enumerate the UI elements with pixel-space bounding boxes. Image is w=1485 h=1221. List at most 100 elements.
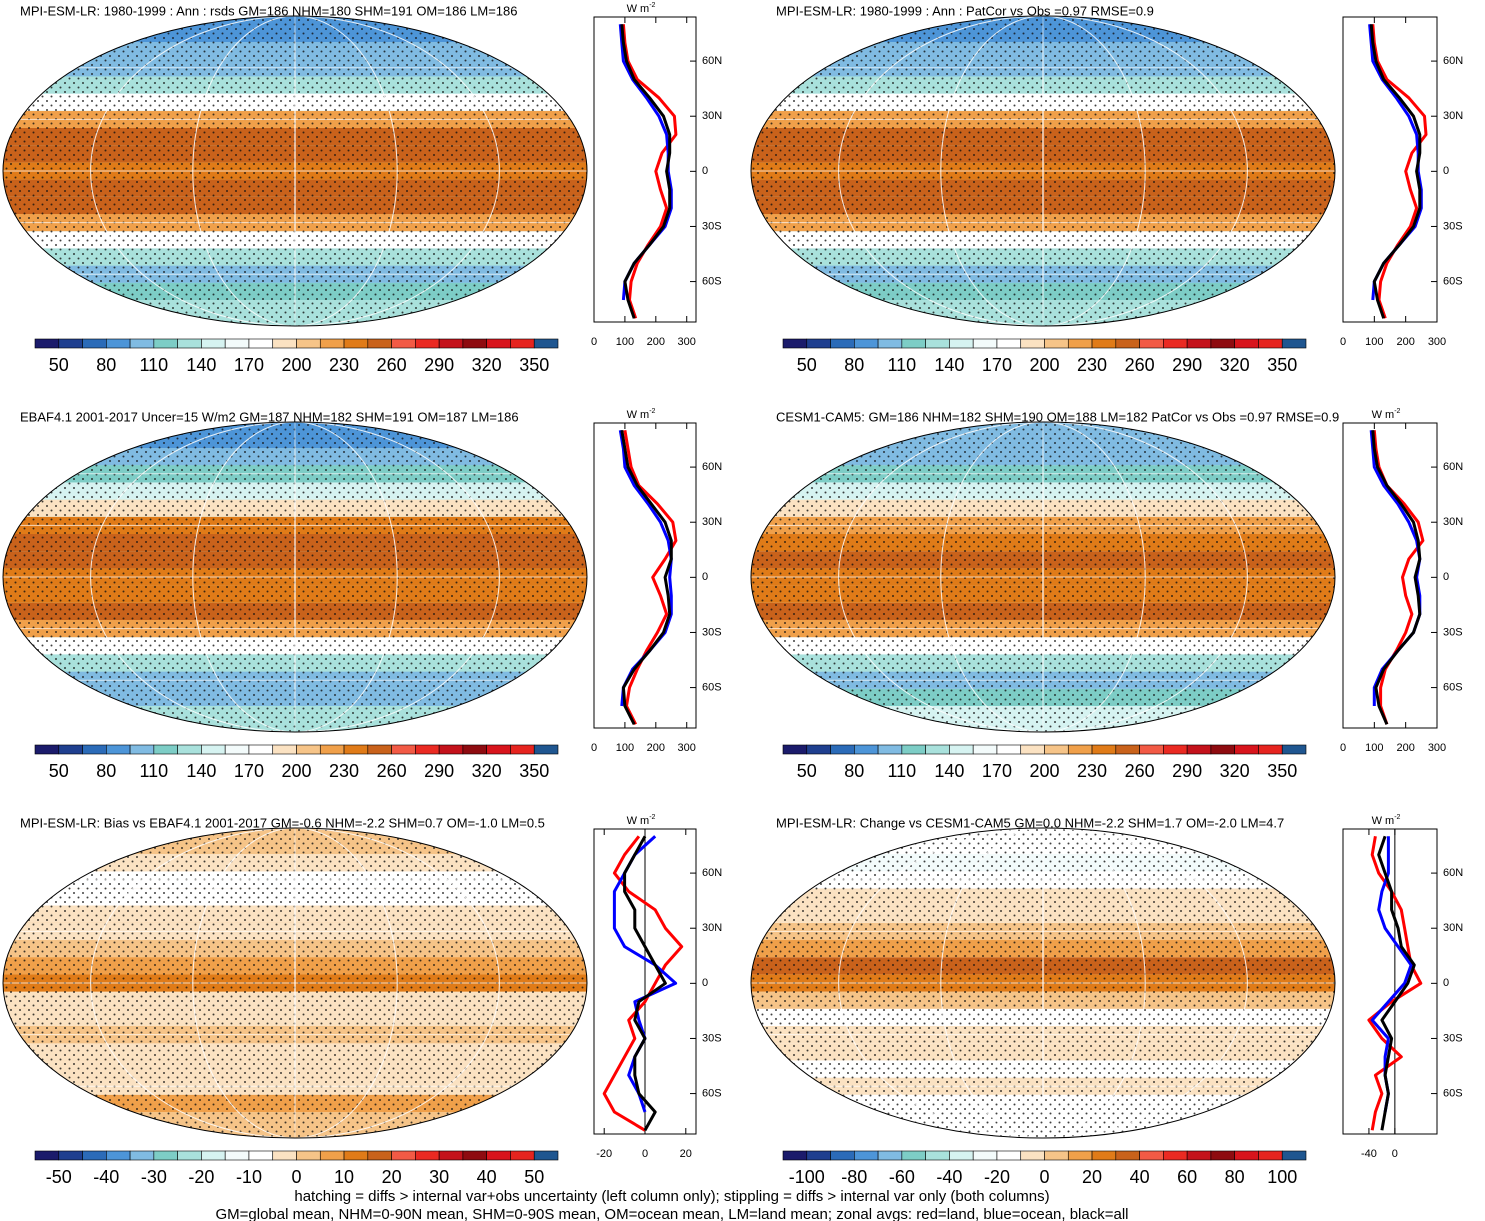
map-meridian: [294, 828, 296, 1138]
colorbar-box: [296, 1150, 321, 1161]
colorbar-box: [996, 338, 1022, 349]
map-meridian: [294, 422, 296, 732]
colorbar-label: 260: [1125, 761, 1155, 781]
colorbar-box: [343, 1150, 369, 1161]
profile-frame: [593, 422, 697, 729]
colorbar-label: -10: [236, 1167, 262, 1187]
colorbar-box: [1186, 338, 1212, 349]
colorbar-box: [782, 1150, 808, 1161]
colorbar-label: 200: [1029, 761, 1059, 781]
y-tick-label: 0: [702, 571, 708, 583]
colorbar-label: 350: [1267, 355, 1297, 375]
colorbar-box: [486, 338, 511, 349]
colorbar-label: -20: [188, 1167, 214, 1187]
y-tick-label: 0: [702, 977, 708, 989]
colorbar-box: [129, 744, 155, 755]
colorbar-label: 0: [291, 1167, 301, 1187]
colorbar-box: [319, 338, 345, 349]
units-exponent: -2: [649, 814, 655, 821]
profile-frame: [1342, 16, 1438, 323]
colorbar-box: [177, 744, 202, 755]
colorbar-box: [854, 1150, 879, 1161]
profile-line: [1369, 24, 1422, 319]
colorbar-label: 260: [377, 355, 407, 375]
colorbar-box: [106, 338, 131, 349]
colorbar-box: [1163, 744, 1188, 755]
colorbar-box: [82, 338, 107, 349]
map: [751, 16, 1335, 326]
map-meridian: [1042, 422, 1044, 732]
map-meridian: [192, 422, 398, 732]
colorbar-box: [462, 744, 487, 755]
colorbar-label: -40: [936, 1167, 962, 1187]
colorbar-box: [1186, 1150, 1212, 1161]
colorbar-label: 290: [424, 761, 454, 781]
colorbar-box: [272, 338, 297, 349]
colorbar-box: [438, 1150, 464, 1161]
panel: EBAF4.1 2001-2017 Uncer=15 W/m2 GM=187 N…: [2, 408, 722, 781]
colorbar-box: [438, 338, 464, 349]
colorbar-box: [415, 744, 440, 755]
x-tick-label: 200: [647, 742, 665, 754]
colorbar-box: [224, 744, 250, 755]
map-border: [750, 421, 1336, 733]
colorbar-box: [925, 1150, 950, 1161]
map-meridian: [1042, 16, 1044, 326]
colorbar-box: [1210, 1150, 1235, 1161]
colorbar-label: 170: [982, 355, 1012, 375]
colorbar-box: [1234, 744, 1259, 755]
units: W m: [627, 409, 650, 421]
x-tick-label: -40: [1361, 1148, 1377, 1160]
panel-title: MPI-ESM-LR: 1980-1999 : Ann : PatCor vs …: [776, 3, 1154, 18]
y-tick-label: 0: [1443, 571, 1449, 583]
colorbar-box: [367, 744, 392, 755]
colorbar-label: 230: [1077, 761, 1107, 781]
colorbar-box: [153, 338, 178, 349]
colorbar-label: 110: [140, 355, 169, 375]
profile-line: [620, 430, 673, 725]
map-meridian: [90, 828, 500, 1138]
colorbar-box: [925, 744, 950, 755]
y-tick-label: 30S: [702, 626, 722, 638]
x-tick-label: 0: [591, 336, 597, 348]
map-border: [750, 827, 1336, 1139]
x-tick-label: 300: [1428, 742, 1446, 754]
map-border: [2, 827, 588, 1139]
y-tick-label: 60N: [702, 55, 722, 67]
map: [3, 16, 587, 326]
x-tick-label: 100: [1365, 336, 1383, 348]
y-tick-label: 0: [1443, 165, 1449, 177]
colorbar-box: [533, 744, 559, 755]
x-tick-label: 0: [1340, 742, 1346, 754]
colorbar-box: [272, 1150, 297, 1161]
profile-line: [620, 24, 672, 319]
colorbar-box: [949, 1150, 974, 1161]
profile-units: W m-2: [627, 2, 656, 15]
units-exponent: -2: [1394, 814, 1400, 821]
profile-units: W m-2: [627, 408, 656, 421]
colorbar-box: [1020, 338, 1045, 349]
colorbar-label: 320: [1220, 355, 1250, 375]
panel: CESM1-CAM5: GM=186 NHM=182 SHM=190 OM=18…: [750, 408, 1463, 781]
colorbar-box: [1258, 744, 1283, 755]
colorbar-box: [343, 744, 369, 755]
map-meridian: [294, 16, 296, 326]
y-tick-label: 60S: [702, 1087, 722, 1099]
units: W m: [1372, 815, 1395, 827]
y-tick-label: 30S: [1443, 1032, 1463, 1044]
map-border: [2, 15, 588, 327]
colorbar-box: [1281, 1150, 1307, 1161]
map-meridian: [940, 16, 1146, 326]
colorbar-label: 50: [797, 761, 817, 781]
colorbar-label: 320: [472, 355, 502, 375]
colorbar-box: [972, 1150, 998, 1161]
x-tick-label: 100: [1365, 742, 1383, 754]
colorbar-box: [1258, 338, 1283, 349]
panel: MPI-ESM-LR: Bias vs EBAF4.1 2001-2017 GM…: [2, 814, 722, 1187]
colorbar-box: [34, 744, 60, 755]
profile-line: [612, 835, 678, 1113]
colorbar-label: 80: [96, 355, 116, 375]
map-meridian: [940, 828, 1146, 1138]
y-tick-label: 30S: [702, 1032, 722, 1044]
colorbar-box: [82, 744, 107, 755]
